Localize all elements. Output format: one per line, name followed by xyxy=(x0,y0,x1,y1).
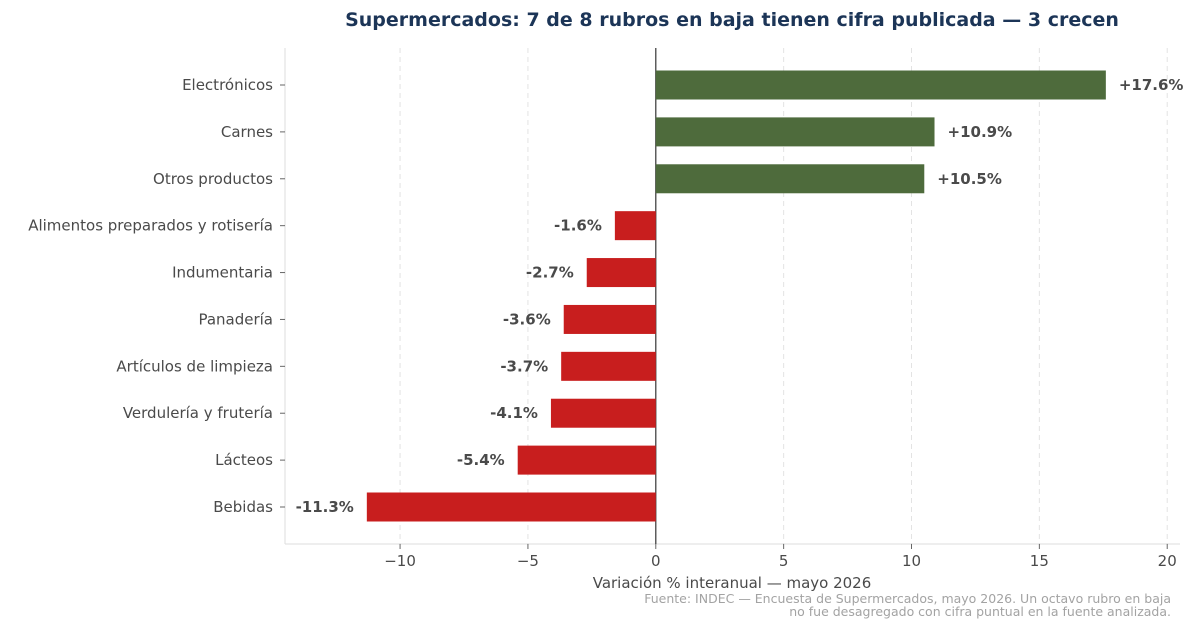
chart-title: Supermercados: 7 de 8 rubros en baja tie… xyxy=(345,9,1119,31)
x-tick-label: −5 xyxy=(517,552,539,570)
value-label: +10.9% xyxy=(948,123,1013,141)
bars xyxy=(366,70,1106,522)
category-label: Indumentaria xyxy=(172,264,273,282)
value-label: -11.3% xyxy=(296,498,354,516)
bar xyxy=(614,211,656,241)
value-label: -3.6% xyxy=(503,310,551,328)
value-label: -4.1% xyxy=(490,404,538,422)
bar xyxy=(366,492,656,522)
category-label: Panadería xyxy=(198,310,273,328)
bar xyxy=(517,445,656,475)
x-tick-label: 0 xyxy=(651,552,661,570)
value-label: -3.7% xyxy=(500,357,548,375)
x-tick-label: 10 xyxy=(902,552,921,570)
category-label: Bebidas xyxy=(213,498,273,516)
category-label: Electrónicos xyxy=(182,76,273,94)
bar xyxy=(586,258,656,288)
value-labels: +17.6% +10.9% +10.5% -1.6% -2.7% -3.6% -3.7% -4… xyxy=(296,76,1184,516)
value-label: +17.6% xyxy=(1119,76,1184,94)
category-label: Alimentos preparados y rotisería xyxy=(28,217,273,235)
bar xyxy=(655,70,1106,100)
bar xyxy=(561,351,656,381)
category-label: Verdulería y frutería xyxy=(123,404,273,422)
x-tick-label: −10 xyxy=(384,552,416,570)
category-label: Lácteos xyxy=(215,451,273,469)
value-label: -1.6% xyxy=(554,217,602,235)
bar xyxy=(655,164,925,194)
source-line-2: no fue desagregado con cifra puntual en … xyxy=(789,604,1171,619)
category-labels: Electrónicos Carnes Otros productos Aliment… xyxy=(28,76,285,516)
value-label: -2.7% xyxy=(526,264,574,282)
x-tick-label: 5 xyxy=(779,552,789,570)
value-label: -5.4% xyxy=(457,451,505,469)
value-label: +10.5% xyxy=(937,170,1002,188)
category-label: Otros productos xyxy=(153,170,273,188)
bar xyxy=(550,398,656,428)
x-ticks: −10 −5 0 5 10 15 20 xyxy=(384,544,1177,570)
x-tick-label: 15 xyxy=(1030,552,1049,570)
bar xyxy=(655,117,935,147)
bar xyxy=(563,304,656,334)
x-axis-label: Variación % interanual — mayo 2026 xyxy=(593,574,872,592)
x-tick-label: 20 xyxy=(1158,552,1177,570)
source-line-1: Fuente: INDEC — Encuesta de Supermercado… xyxy=(644,591,1171,606)
category-label: Artículos de limpieza xyxy=(116,357,273,375)
category-label: Carnes xyxy=(221,123,273,141)
